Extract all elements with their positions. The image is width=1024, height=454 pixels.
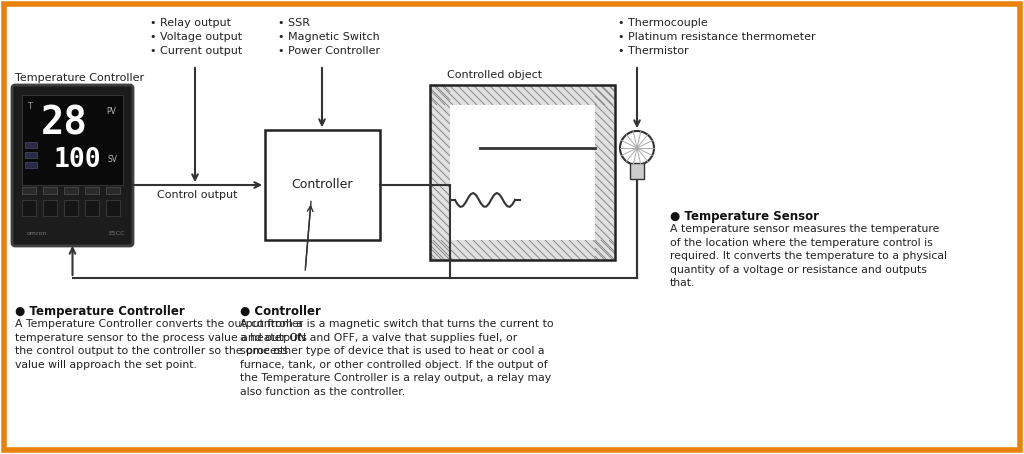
Text: A controller is a magnetic switch that turns the current to
a heater ON and OFF,: A controller is a magnetic switch that t… [240, 319, 554, 397]
Bar [25, 152, 37, 158]
Bar [22, 95, 123, 185]
Text: • SSR: • SSR [278, 18, 310, 28]
Bar [25, 142, 37, 148]
Text: Controller: Controller [292, 178, 353, 192]
Bar [63, 200, 78, 216]
Text: PV: PV [105, 107, 116, 116]
Text: • Current output: • Current output [150, 46, 243, 56]
Bar [430, 240, 615, 260]
Bar [450, 105, 595, 240]
Bar [43, 187, 57, 194]
Text: • Thermocouple: • Thermocouple [618, 18, 708, 28]
Text: A temperature sensor measures the temperature
of the location where the temperat: A temperature sensor measures the temper… [670, 224, 947, 288]
Text: T: T [27, 102, 32, 111]
Bar [630, 163, 644, 179]
Text: omron: omron [27, 231, 47, 236]
Bar [22, 187, 36, 194]
Text: • Relay output: • Relay output [150, 18, 231, 28]
Bar [85, 200, 99, 216]
Bar [43, 200, 57, 216]
Text: • Voltage output: • Voltage output [150, 32, 242, 42]
Bar [430, 85, 450, 260]
Circle shape [620, 131, 654, 165]
Bar [430, 85, 615, 105]
FancyBboxPatch shape [12, 85, 133, 246]
Bar [430, 85, 615, 260]
Text: • Platinum resistance thermometer: • Platinum resistance thermometer [618, 32, 816, 42]
Bar [63, 187, 78, 194]
Text: 28: 28 [41, 105, 88, 143]
Bar [85, 187, 99, 194]
Text: Controlled object: Controlled object [447, 70, 543, 80]
Bar [106, 200, 120, 216]
Text: E5CC: E5CC [108, 231, 125, 236]
Text: Control output: Control output [158, 190, 238, 200]
Text: • Magnetic Switch: • Magnetic Switch [278, 32, 380, 42]
Text: ● Temperature Controller: ● Temperature Controller [15, 305, 184, 318]
Text: • Thermistor: • Thermistor [618, 46, 688, 56]
Bar [106, 187, 120, 194]
Bar [22, 200, 36, 216]
Bar [265, 130, 380, 240]
Bar [430, 85, 615, 260]
Text: 100: 100 [53, 147, 101, 173]
Text: • Power Controller: • Power Controller [278, 46, 380, 56]
Text: ● Temperature Sensor: ● Temperature Sensor [670, 210, 819, 223]
Text: ● Controller: ● Controller [240, 305, 321, 318]
Text: Temperature Controller: Temperature Controller [15, 73, 144, 83]
Bar [595, 85, 615, 260]
Bar [25, 162, 37, 168]
Text: A Temperature Controller converts the output from a
temperature sensor to the pr: A Temperature Controller converts the ou… [15, 319, 307, 370]
Text: SV: SV [108, 155, 118, 164]
